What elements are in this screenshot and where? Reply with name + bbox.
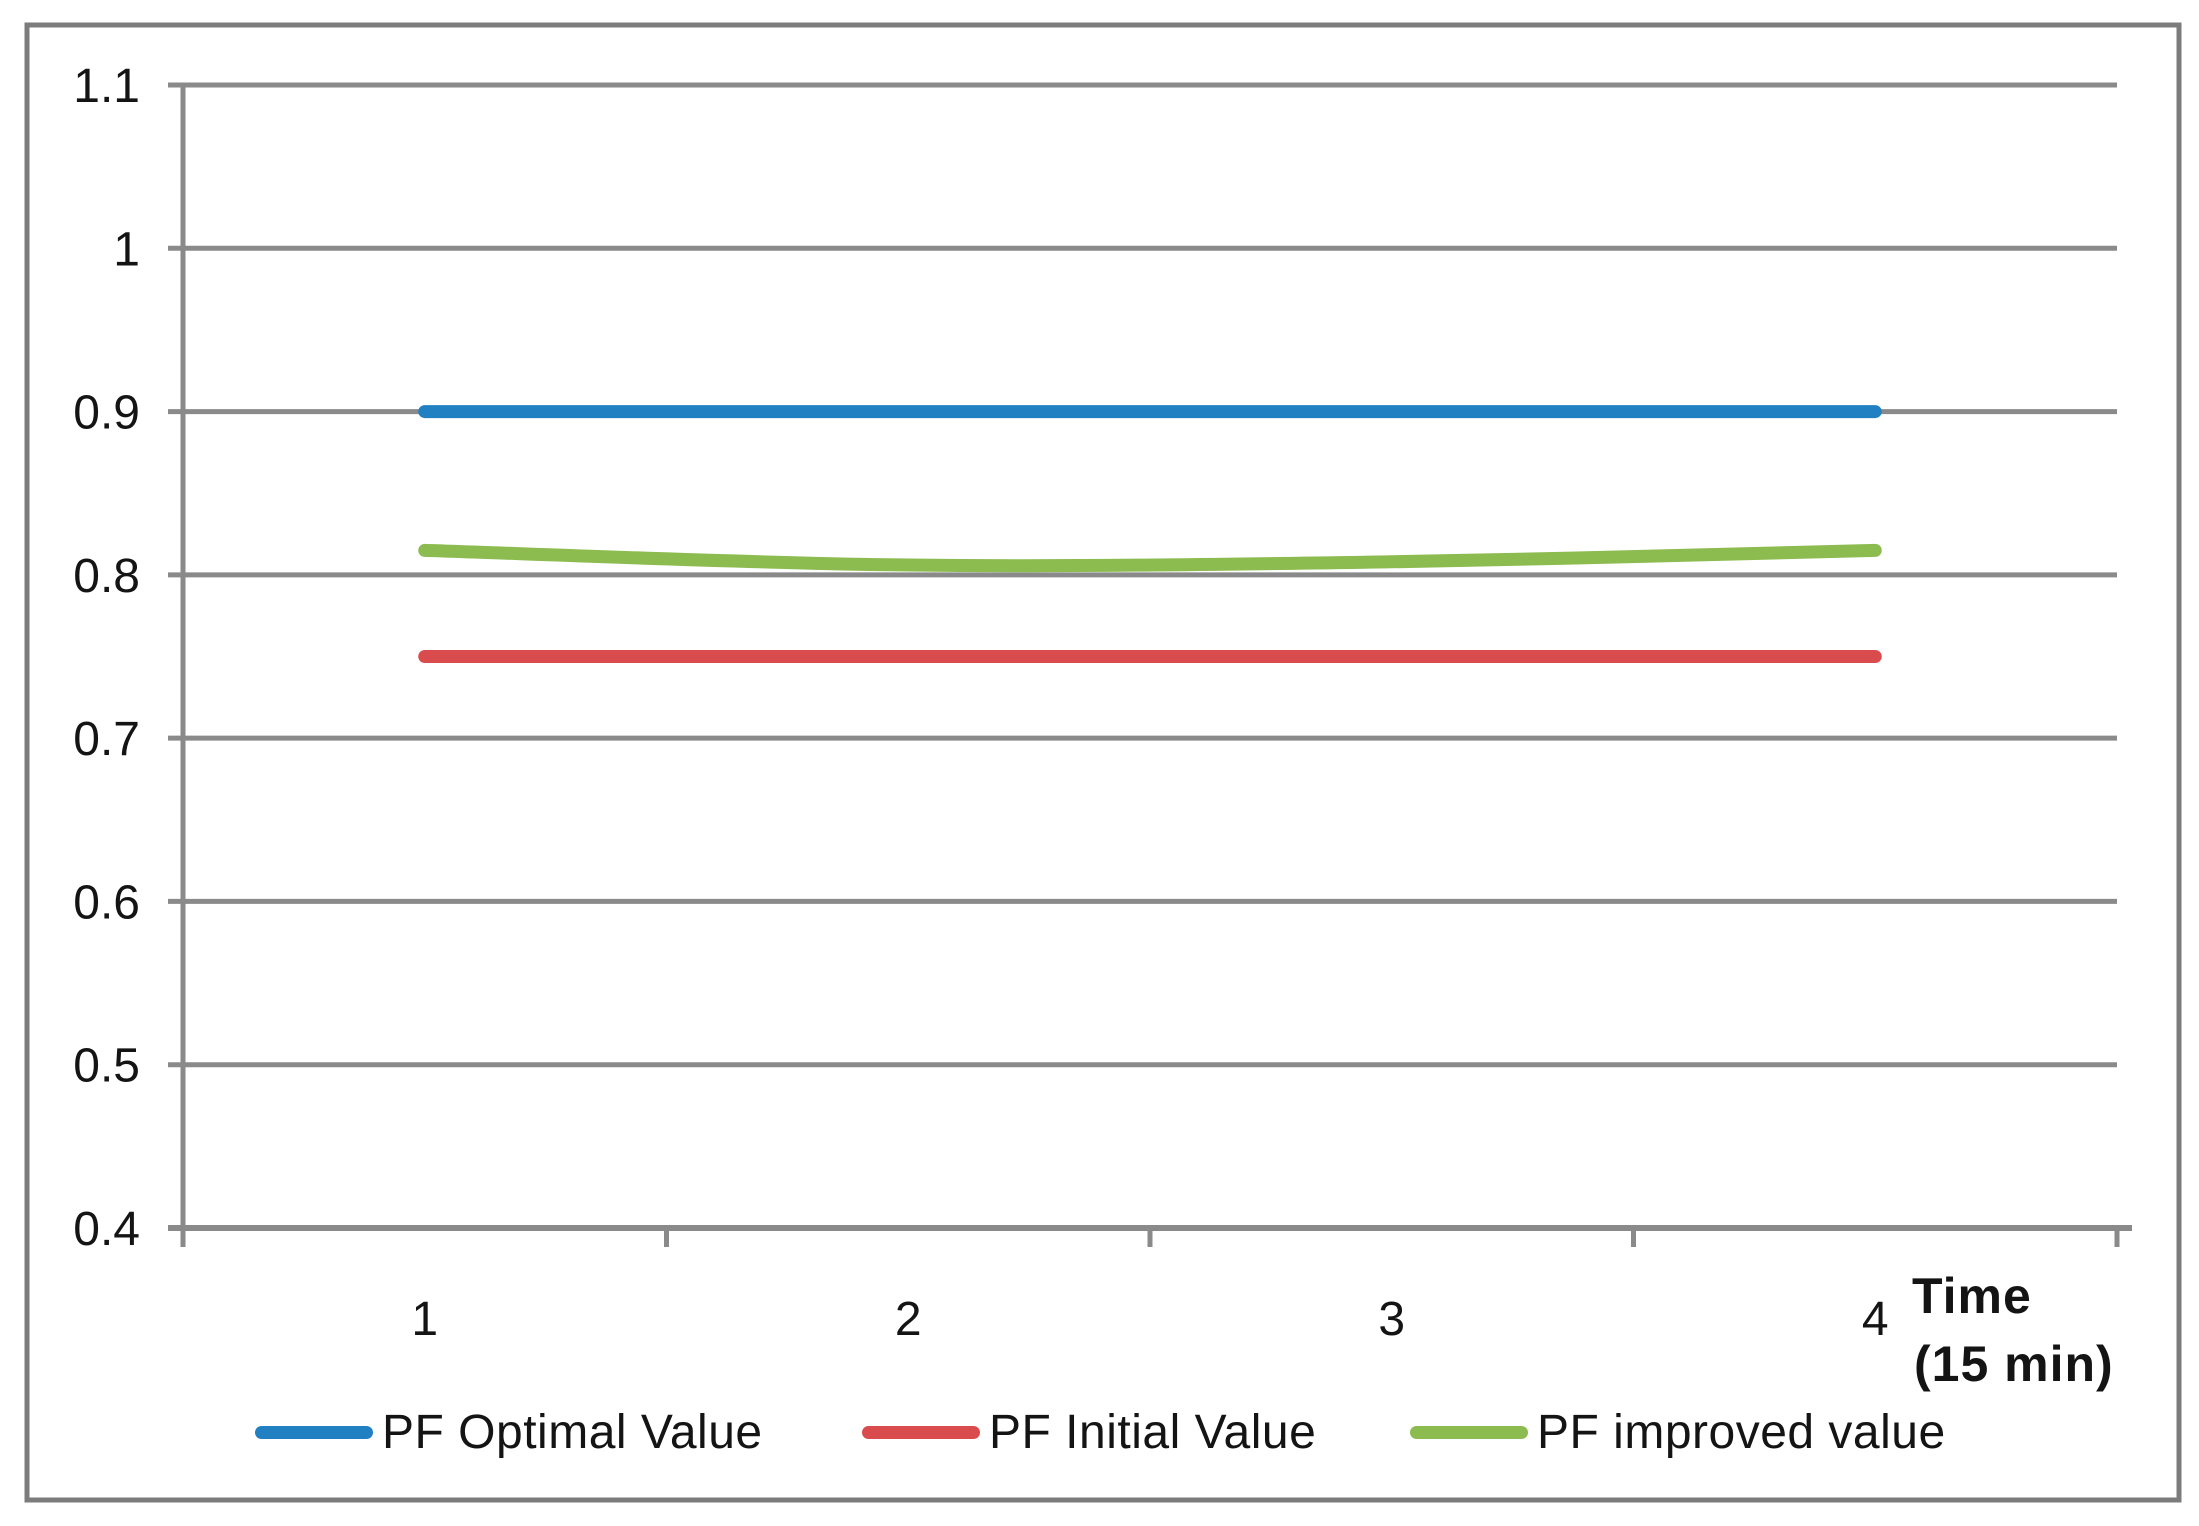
x-tick-label: 4 [1862,1293,1889,1346]
legend-label: PF Optimal Value [382,1405,763,1459]
y-tick-label: 0.4 [73,1203,140,1256]
y-tick-label: 1 [113,223,140,276]
y-tick-label: 0.7 [73,713,140,766]
x-tick-label: 2 [895,1293,922,1346]
legend-swatch [1410,1425,1528,1439]
series-line-pf-improved-value [418,543,1882,573]
legend-label: PF improved value [1537,1405,1946,1459]
x-tick-label: 3 [1378,1293,1405,1346]
legend-item-pf-initial-value: PF Initial Value [862,1402,1316,1462]
x-axis-title-line1: Time [1912,1268,2032,1324]
x-axis-title: Time (15 min) [1912,1262,2172,1398]
y-tick-label: 1.1 [73,60,140,113]
x-axis-title-line2: (15 min) [1914,1336,2114,1392]
legend-label: PF Initial Value [989,1405,1317,1459]
legend-item-pf-improved-value: PF improved value [1410,1402,1946,1462]
y-tick-label: 0.5 [73,1040,140,1093]
y-tick-label: 0.6 [73,876,140,929]
chart-border [24,22,2182,1503]
legend-item-pf-optimal-value: PF Optimal Value [255,1402,763,1462]
y-tick-label: 0.8 [73,550,140,603]
y-tick-label: 0.9 [73,387,140,440]
legend-swatch [255,1425,373,1439]
x-tick-label: 1 [411,1293,438,1346]
legend-swatch [862,1425,980,1439]
